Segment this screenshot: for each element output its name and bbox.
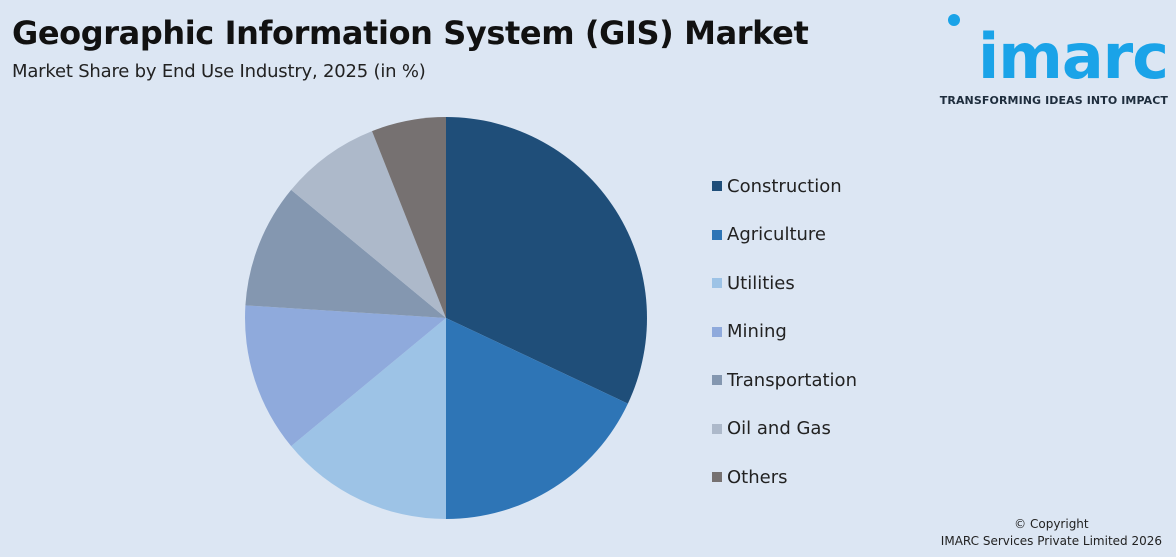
legend-swatch	[712, 375, 722, 386]
pie-slice-transportation	[245, 189, 446, 318]
legend-label: Construction	[727, 175, 842, 197]
legend-swatch	[712, 472, 722, 483]
copyright: © Copyright IMARC Services Private Limit…	[941, 516, 1162, 550]
logo-dot-icon	[948, 14, 960, 26]
legend-item-agriculture: Agriculture	[712, 211, 857, 260]
copyright-line-2: IMARC Services Private Limited 2026	[940, 534, 1162, 548]
legend-item-oil-and-gas: Oil and Gas	[712, 405, 857, 454]
pie-slice-others	[372, 117, 446, 318]
legend-label: Others	[727, 466, 788, 488]
legend-item-utilities: Utilities	[712, 259, 857, 308]
pie-slice-agriculture	[446, 318, 628, 519]
legend-label: Agriculture	[727, 224, 826, 246]
pie-slice-mining	[245, 305, 446, 447]
chart-subtitle: Market Share by End Use Industry, 2025 (…	[12, 61, 426, 82]
legend-swatch	[712, 423, 722, 434]
legend-swatch	[712, 229, 722, 240]
legend-item-mining: Mining	[712, 308, 857, 357]
legend-label: Mining	[727, 321, 787, 343]
pie-slice-oil-and-gas	[291, 131, 446, 318]
legend-item-others: Others	[712, 453, 857, 502]
legend-label: Oil and Gas	[727, 418, 831, 440]
chart-legend: Construction Agriculture Utilities Mining Tr…	[712, 162, 857, 502]
legend-swatch	[712, 326, 722, 337]
pie-slice-construction	[446, 117, 647, 404]
imarc-logo: imarc TRANSFORMING IDEAS INTO IMPACT	[940, 10, 1170, 110]
legend-swatch	[712, 278, 722, 289]
logo-tagline: TRANSFORMING IDEAS INTO IMPACT	[939, 94, 1168, 107]
copyright-line-1: © Copyright	[1014, 517, 1089, 531]
chart-title: Geographic Information System (GIS) Mark…	[12, 14, 809, 52]
logo-wordmark: imarc	[977, 20, 1169, 93]
legend-item-transportation: Transportation	[712, 356, 857, 405]
legend-label: Utilities	[727, 272, 795, 294]
legend-swatch	[712, 181, 722, 192]
pie-slice-utilities	[291, 318, 446, 519]
legend-label: Transportation	[727, 369, 857, 391]
legend-item-construction: Construction	[712, 162, 857, 211]
